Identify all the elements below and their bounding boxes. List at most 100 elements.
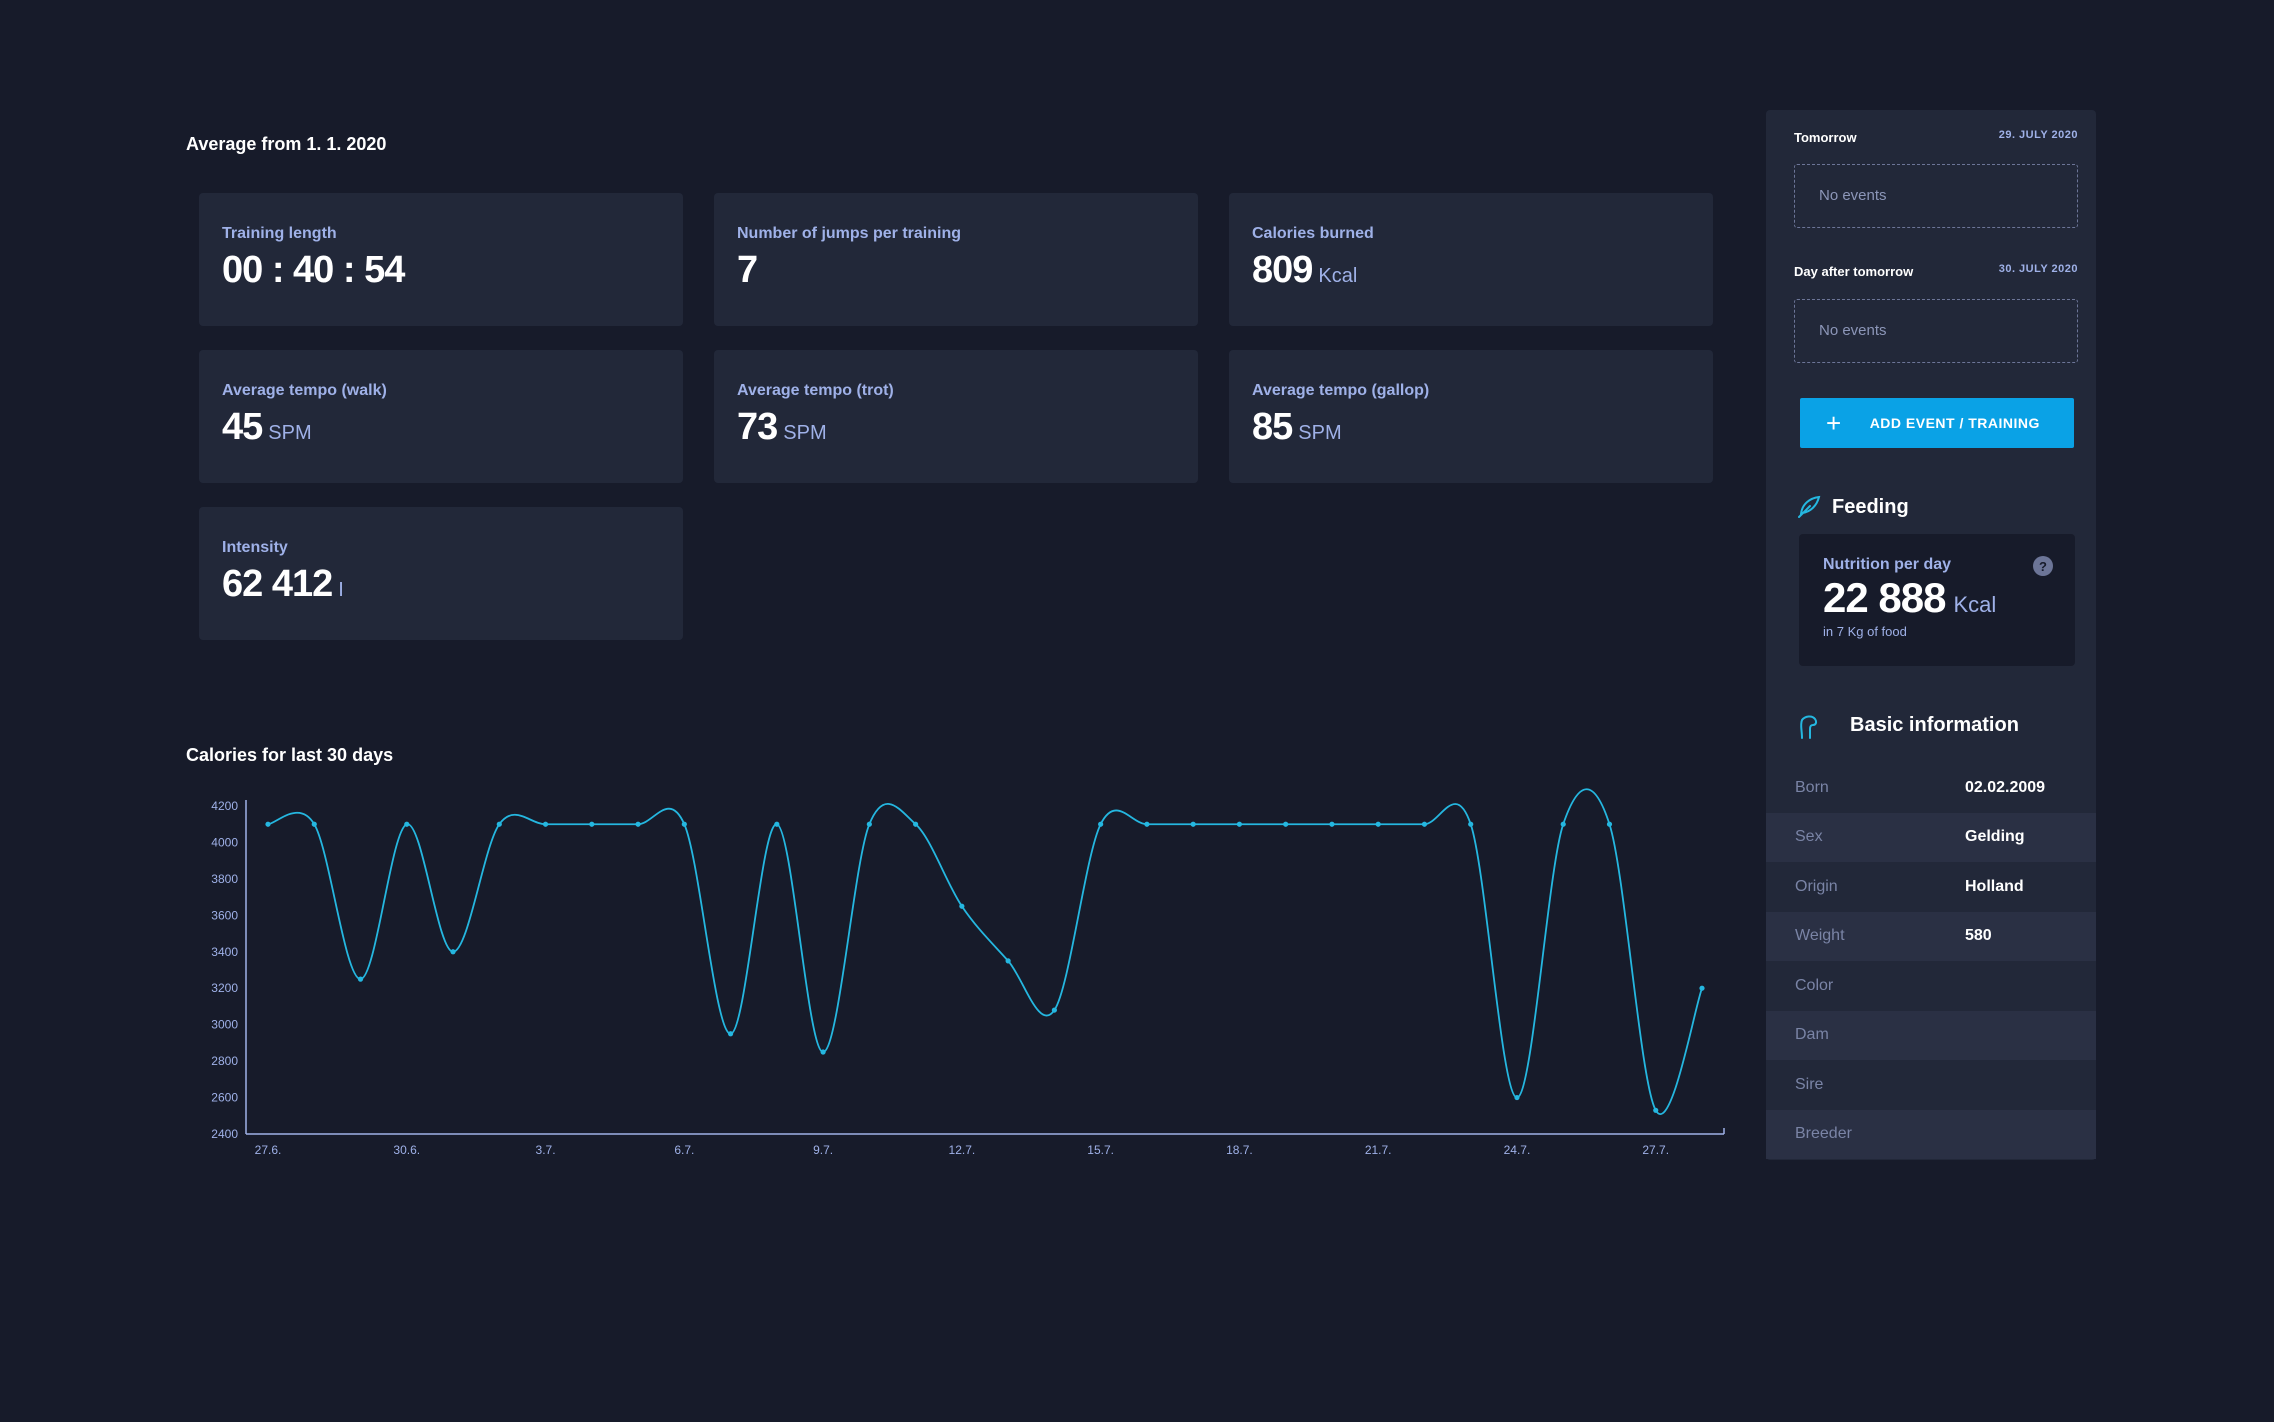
nutrition-label: Nutrition per day: [1823, 556, 1952, 573]
data-point: [357, 976, 364, 982]
y-tick-label: 2800: [211, 1054, 238, 1068]
basic-info-table: Born 02.02.2009 Sex Gelding Origin Holla…: [1766, 763, 2096, 1159]
feather-icon: [1798, 495, 1821, 518]
info-key: Sire: [1795, 1075, 1824, 1093]
nutrition-value: 22 888: [1823, 574, 1946, 621]
stat-label: Number of jumps per training: [737, 225, 962, 242]
info-row-breeder: Breeder: [1766, 1109, 2096, 1159]
info-key: Origin: [1795, 877, 1838, 895]
data-point: [450, 949, 456, 955]
stat-label: Calories burned: [1252, 225, 1374, 242]
y-tick-label: 3200: [211, 981, 238, 995]
data-point: [1005, 958, 1011, 964]
data-point: [1190, 821, 1196, 827]
data-point: [542, 821, 549, 827]
x-tick-label: 15.7.: [1087, 1143, 1114, 1157]
stat-value: 85: [1252, 406, 1293, 448]
stat-label: Average tempo (trot): [737, 382, 894, 399]
data-point: [959, 903, 965, 909]
y-tick-label: 4000: [211, 835, 238, 849]
stat-label: Average tempo (walk): [222, 382, 387, 399]
data-point: [1283, 821, 1289, 827]
x-tick-label: 24.7.: [1504, 1143, 1531, 1157]
data-point: [1236, 821, 1243, 827]
stat-unit: Kcal: [1318, 265, 1358, 287]
calories-line-chart: 2400 2600 2800 3000 3200 3400 3600 3800 4000 4200…: [211, 788, 1725, 1157]
data-point: [1699, 985, 1705, 991]
plus-icon: +: [1826, 408, 1842, 438]
horse-head-icon: [1800, 715, 1818, 739]
stat-label: Intensity: [222, 539, 288, 556]
day-date-tomorrow: 29. JULY 2020: [1998, 129, 2078, 141]
data-point: [1144, 821, 1150, 827]
info-key: Dam: [1795, 1026, 1829, 1044]
data-point: [1653, 1107, 1659, 1113]
stat-unit: I: [338, 579, 344, 601]
x-tick-label: 27.7.: [1642, 1143, 1669, 1157]
stat-card-jumps: Number of jumps per training 7: [714, 193, 1198, 326]
day-date-day-after: 30. JULY 2020: [1998, 263, 2078, 275]
data-point: [311, 821, 317, 827]
stat-card-training-length: Training length 00 : 40 : 54: [199, 193, 683, 326]
add-event-label: ADD EVENT / TRAINING: [1869, 415, 2040, 431]
data-point: [681, 821, 687, 827]
y-tick-label: 3800: [211, 872, 238, 886]
stat-value: 45: [222, 406, 263, 448]
stat-label: Average tempo (gallop): [1252, 382, 1430, 399]
info-value: Holland: [1965, 877, 2024, 895]
add-event-button[interactable]: + ADD EVENT / TRAINING: [1800, 398, 2074, 448]
day-label-day-after: Day after tomorrow: [1794, 264, 1914, 279]
events-box-day-after[interactable]: No events: [1794, 299, 2078, 363]
y-tick-label: 2400: [211, 1127, 238, 1141]
stat-unit: SPM: [783, 422, 827, 444]
nutrition-sub: in 7 Kg of food: [1823, 624, 1907, 639]
side-panel: Tomorrow 29. JULY 2020 No events Day aft…: [1766, 110, 2096, 1160]
y-tick-label: 4200: [211, 799, 238, 813]
info-key: Color: [1795, 976, 1834, 994]
stat-value: 00 : 40 : 54: [222, 249, 405, 291]
stat-value: 73: [737, 406, 778, 448]
info-value: 580: [1965, 927, 1992, 945]
info-value: Gelding: [1965, 828, 2025, 846]
info-row-born: Born 02.02.2009: [1766, 763, 2096, 813]
stat-value: 7: [737, 249, 758, 291]
data-point: [1051, 1007, 1057, 1013]
y-tick-label: 3600: [211, 908, 238, 922]
info-row-color: Color: [1766, 961, 2096, 1011]
data-point: [1329, 821, 1335, 827]
stat-label: Training length: [222, 225, 337, 242]
data-point: [635, 821, 641, 827]
stat-unit: SPM: [268, 422, 312, 444]
data-point: [727, 1031, 734, 1037]
data-point: [496, 821, 502, 827]
y-tick-label: 3400: [211, 945, 238, 959]
y-tick-label: 3000: [211, 1018, 238, 1032]
day-label-tomorrow: Tomorrow: [1794, 130, 1857, 145]
info-row-sex: Sex Gelding: [1766, 812, 2096, 862]
x-tick-label: 18.7.: [1226, 1143, 1253, 1157]
nutrition-card: Nutrition per day 22 888 Kcal in 7 Kg of …: [1799, 534, 2075, 666]
stat-card-tempo-gallop: Average tempo (gallop) 85 SPM: [1229, 350, 1713, 483]
data-point: [265, 821, 271, 827]
y-tick-label: 2600: [211, 1091, 238, 1105]
data-point: [1514, 1094, 1520, 1101]
x-tick-label: 9.7.: [813, 1143, 833, 1157]
stat-value: 62 412: [222, 563, 333, 605]
stat-card-tempo-trot: Average tempo (trot) 73 SPM: [714, 350, 1198, 483]
x-tick-label: 12.7.: [949, 1143, 976, 1157]
info-key: Sex: [1795, 828, 1823, 846]
stat-value: 809: [1252, 249, 1313, 291]
basic-info-title: Basic information: [1850, 714, 2019, 736]
data-point: [1375, 821, 1381, 827]
info-key: Weight: [1795, 927, 1845, 945]
stat-card-tempo-walk: Average tempo (walk) 45 SPM: [199, 350, 683, 483]
help-icon[interactable]: ?: [2033, 556, 2053, 576]
events-box-tomorrow[interactable]: No events: [1794, 164, 2078, 228]
stat-card-intensity: Intensity 62 412 I: [199, 507, 683, 640]
data-point: [913, 821, 919, 827]
x-tick-label: 30.6.: [393, 1143, 420, 1157]
info-key: Born: [1795, 778, 1829, 796]
data-point: [820, 1049, 826, 1055]
no-events-text: No events: [1819, 322, 1887, 339]
chart-title: Calories for last 30 days: [186, 745, 394, 765]
